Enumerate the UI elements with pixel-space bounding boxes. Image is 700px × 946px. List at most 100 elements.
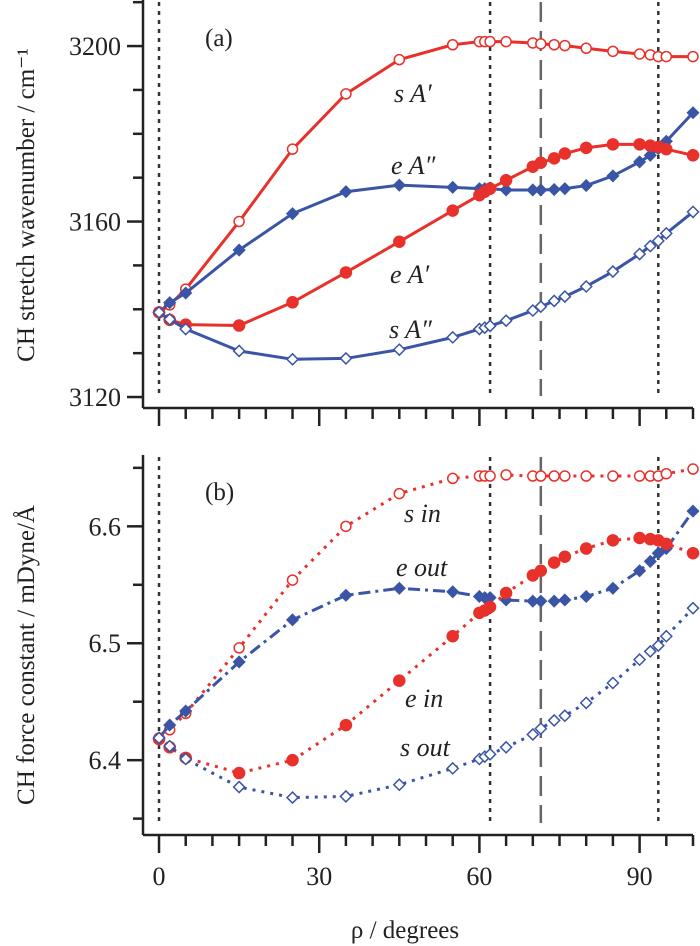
data-point xyxy=(526,727,540,742)
data-point xyxy=(534,183,548,197)
data-point xyxy=(633,470,646,482)
data-point xyxy=(606,534,620,547)
data-point xyxy=(633,138,646,151)
data-point xyxy=(232,766,246,780)
data-point xyxy=(558,593,572,607)
data-point xyxy=(579,542,593,555)
data-point xyxy=(643,554,657,568)
data-point xyxy=(483,182,497,195)
data-point xyxy=(579,279,593,294)
data-point xyxy=(660,537,673,551)
data-point xyxy=(393,235,406,248)
data-point xyxy=(393,487,406,500)
data-point xyxy=(179,286,193,300)
data-point xyxy=(643,148,657,162)
series-2 xyxy=(152,531,700,780)
data-point xyxy=(392,778,406,792)
y-tick-label: 3160 xyxy=(69,208,121,237)
x-axis-label: ρ / degrees xyxy=(351,917,459,944)
data-point xyxy=(559,39,571,52)
data-point xyxy=(233,642,245,654)
data-point xyxy=(339,789,353,803)
data-point xyxy=(558,290,572,304)
data-point xyxy=(232,319,246,332)
data-point xyxy=(393,53,406,66)
data-point xyxy=(580,42,592,55)
data-point xyxy=(152,731,166,745)
data-point xyxy=(633,564,647,578)
data-point xyxy=(535,38,547,50)
data-point xyxy=(535,470,547,482)
data-point xyxy=(163,296,177,310)
x-tick-label: 90 xyxy=(627,862,653,891)
data-point xyxy=(446,180,460,194)
series-label-s-out: s out xyxy=(400,733,451,762)
data-point xyxy=(651,639,665,653)
series-3 xyxy=(152,601,700,805)
data-point xyxy=(659,226,673,240)
series-label-s-a-prime: s A′ xyxy=(394,79,432,108)
data-point xyxy=(484,35,496,48)
data-point xyxy=(558,550,572,563)
data-point xyxy=(286,296,299,309)
x-tick-label: 0 xyxy=(153,862,166,891)
data-point xyxy=(579,141,593,155)
series-line xyxy=(157,510,695,739)
series-label-e-out: e out xyxy=(396,553,448,582)
data-point xyxy=(660,142,673,156)
data-point xyxy=(499,183,513,197)
data-point xyxy=(340,520,352,533)
data-point xyxy=(687,50,699,63)
data-point xyxy=(660,50,673,63)
data-point xyxy=(285,207,300,221)
data-point xyxy=(606,169,620,183)
data-point xyxy=(446,585,460,599)
y-tick-label: 6.5 xyxy=(89,629,122,658)
data-point xyxy=(232,344,246,358)
data-point xyxy=(580,470,592,482)
y-axis-label-bottom: CH force constant / mDyne/Å xyxy=(13,505,40,805)
series-2 xyxy=(152,138,700,332)
y-tick-label: 3200 xyxy=(69,32,121,61)
data-point xyxy=(651,546,665,560)
data-point xyxy=(339,266,353,279)
series-3 xyxy=(152,205,700,366)
x-tick-label: 60 xyxy=(466,862,492,891)
data-point xyxy=(152,305,166,319)
data-point xyxy=(607,45,619,58)
x-tick-label: 30 xyxy=(306,862,332,891)
data-point xyxy=(643,644,657,658)
data-point xyxy=(232,780,246,794)
data-point xyxy=(606,581,620,595)
data-point xyxy=(548,38,560,51)
data-point xyxy=(547,594,561,608)
data-point xyxy=(559,470,571,482)
data-point xyxy=(579,589,593,604)
data-point xyxy=(548,470,560,482)
data-point xyxy=(686,149,700,162)
data-point xyxy=(163,312,177,326)
data-point xyxy=(547,713,561,727)
data-point xyxy=(579,179,593,193)
data-point xyxy=(558,147,572,160)
data-point xyxy=(547,152,561,165)
data-point xyxy=(483,600,497,614)
data-point xyxy=(499,740,513,754)
data-point xyxy=(686,546,700,560)
data-point xyxy=(633,48,646,60)
data-point xyxy=(579,696,593,710)
panel-a-label: (a) xyxy=(205,25,233,52)
data-point xyxy=(339,588,353,602)
data-point xyxy=(633,155,647,169)
data-point xyxy=(499,314,513,328)
data-point xyxy=(392,581,406,595)
data-point xyxy=(233,215,245,228)
data-point xyxy=(643,239,657,253)
data-point xyxy=(686,601,700,615)
data-point xyxy=(285,791,300,805)
data-point xyxy=(651,234,665,248)
data-point xyxy=(633,531,646,545)
data-point xyxy=(547,556,561,569)
data-point xyxy=(446,761,460,775)
